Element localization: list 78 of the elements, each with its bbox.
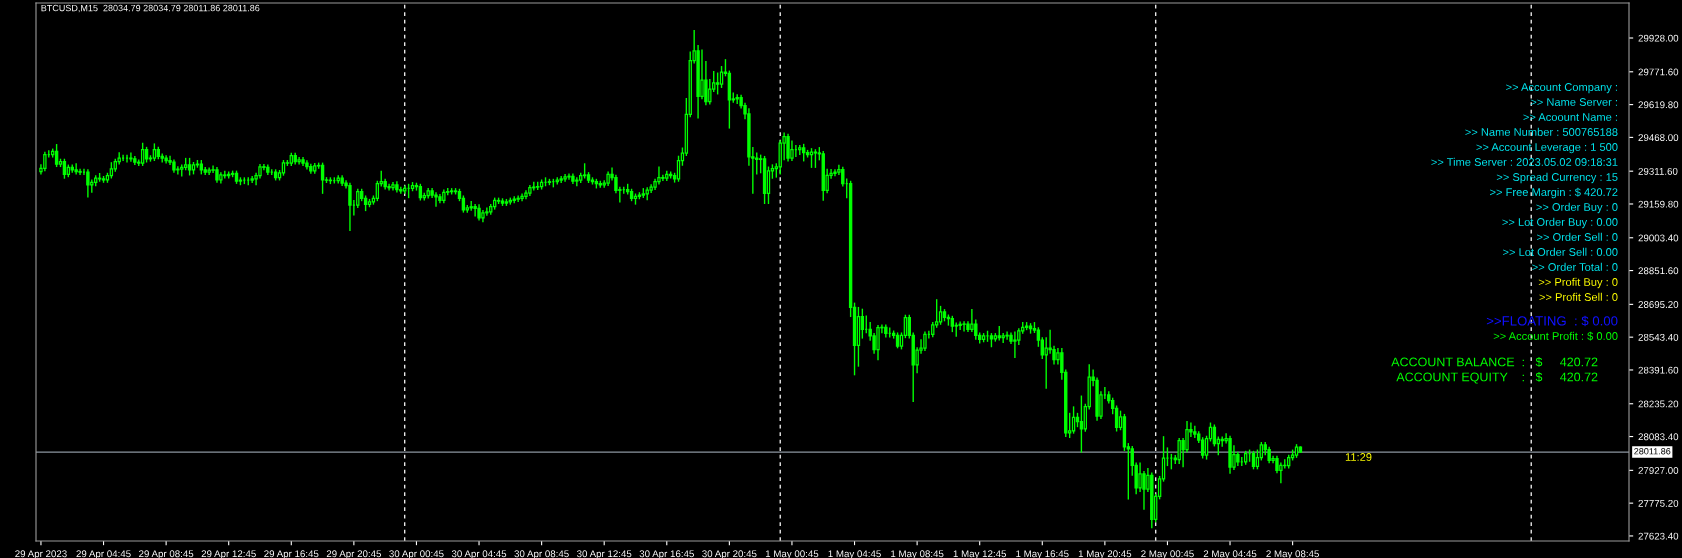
annotation: >> Name Number : 500765188	[1465, 127, 1618, 136]
candlestick	[1200, 437, 1205, 459]
annotation: >>FLOATING : $ 0.00	[1486, 315, 1618, 327]
candlestick	[715, 72, 720, 95]
annotation: >> Account Company :	[1506, 83, 1617, 94]
annotation: >> Lot Order Sell : 0.00	[1503, 247, 1618, 256]
y-tick-label: 27927.00	[1638, 467, 1679, 474]
annotation: >> Account Leverage : 1 500	[1476, 143, 1618, 154]
candlestick	[387, 183, 391, 191]
candlestick	[700, 49, 704, 100]
y-tick-label: 28543.40	[1638, 333, 1679, 341]
candlestick	[809, 148, 814, 168]
annotation: >> Time Server : 2023.05.02 09:18:31	[1431, 157, 1618, 166]
candlestick	[250, 176, 254, 184]
candlestick	[391, 182, 395, 191]
y-tick-label: 28391.60	[1638, 366, 1679, 374]
candlestick	[661, 174, 665, 182]
candlestick	[1138, 462, 1142, 493]
y-tick-label: 29468.00	[1638, 134, 1679, 142]
y-tick-label: 28695.20	[1638, 301, 1679, 308]
candlestick	[567, 173, 571, 180]
y-tick-label: 29159.80	[1638, 200, 1679, 208]
chart-title: BTCUSD,M15 28034.79 28034.79 28011.86 28011.86	[41, 4, 260, 13]
candlestick	[86, 169, 90, 198]
annotation: >> Order Buy : 0	[1536, 202, 1618, 214]
annotation: >> Lot Order Buy : 0.00	[1502, 217, 1618, 229]
candlestick	[74, 163, 78, 175]
candlestick	[735, 94, 739, 104]
candlestick	[1079, 395, 1084, 453]
candlestick	[207, 167, 211, 176]
y-tick-label: 27623.40	[1638, 532, 1679, 540]
candlestick	[719, 66, 724, 88]
candlestick	[434, 192, 438, 207]
candlestick	[559, 176, 563, 184]
y-tick-label: 29311.60	[1638, 167, 1678, 175]
candlestick	[297, 157, 301, 165]
candlestick	[164, 155, 168, 164]
candlestick	[129, 152, 133, 162]
annotation: >> Name Server :	[1530, 98, 1617, 106]
annotation: >> Acoount Name :	[1523, 113, 1617, 121]
y-tick-label: 29003.40	[1638, 234, 1679, 242]
annotation: 11:29	[1345, 453, 1372, 461]
candlestick	[1001, 333, 1005, 343]
annotation: >> Order Sell : 0	[1537, 232, 1618, 241]
ref-line-label: 28011.86	[1634, 448, 1671, 455]
candlestick	[1177, 437, 1181, 464]
annotation: >> Profit Sell : 0	[1539, 292, 1618, 301]
annotation: >> Order Total : 0	[1532, 262, 1618, 271]
candlestick	[790, 140, 794, 161]
candlestick	[970, 309, 974, 333]
annotation: ACCOUNT EQUITY : $ 420.72	[1396, 371, 1598, 384]
annotation: ACCOUNT BALANCE : $ 420.72	[1391, 356, 1598, 368]
candlestick	[1013, 331, 1017, 359]
y-tick-label: 28083.40	[1638, 433, 1679, 441]
candlestick	[473, 203, 477, 217]
candlestick	[876, 324, 880, 361]
candlestick	[1279, 462, 1283, 484]
candlestick	[62, 158, 67, 179]
candlestick	[375, 180, 380, 202]
y-tick-label: 27775.20	[1638, 499, 1679, 507]
y-tick-label: 28235.20	[1638, 400, 1679, 408]
y-tick-label: 29928.00	[1638, 34, 1679, 42]
candlestick	[320, 162, 325, 194]
candlestick	[786, 133, 790, 162]
annotation: >> Account Profit : $ 0.00	[1493, 331, 1618, 341]
annotation: >> Spread Currency : 15	[1496, 172, 1618, 184]
candlestick	[575, 177, 579, 187]
y-tick-label: 28851.60	[1638, 267, 1679, 275]
annotation: >> Free Margin : $ 420.72	[1490, 187, 1618, 199]
y-tick-label: 29619.80	[1638, 101, 1679, 109]
candlestick	[962, 321, 966, 332]
candlestick	[833, 169, 837, 177]
candlestick	[516, 195, 520, 203]
annotation: >> Profit Buy : 0	[1538, 277, 1618, 289]
candlestick	[1005, 331, 1009, 340]
candlestick	[676, 155, 681, 182]
candlestick	[348, 182, 352, 231]
y-tick-label: 29771.60	[1638, 68, 1679, 76]
